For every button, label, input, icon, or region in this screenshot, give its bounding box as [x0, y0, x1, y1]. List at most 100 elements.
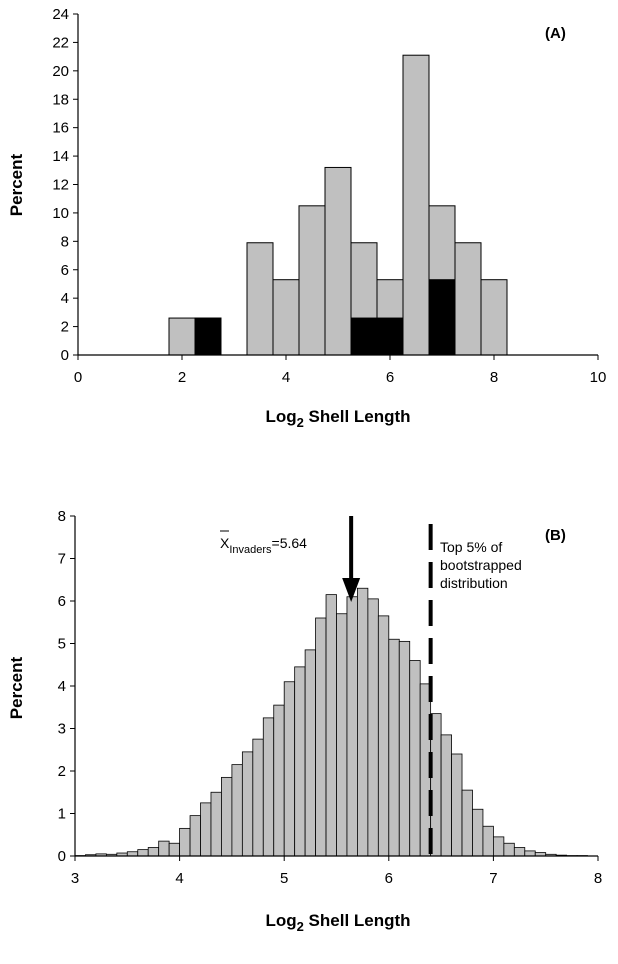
- panel-a-y-tick-label: 10: [52, 205, 69, 222]
- panel-b-bar: [210, 791, 222, 857]
- panel-b-x-ticks: 3 4 5 6 7 8: [71, 856, 602, 887]
- panel-b-bar: [179, 827, 191, 857]
- panel-b-bar: [325, 594, 337, 857]
- panel-b-bar: [472, 808, 484, 857]
- panel-b-x-tick-label: 6: [385, 870, 393, 887]
- panel-a-x-tick-label: 8: [490, 369, 498, 386]
- panel-a-y-tick-label: 8: [61, 233, 69, 250]
- panel-a-x-tick-label: 4: [282, 369, 290, 386]
- panel-b-bars: [74, 587, 588, 857]
- panel-a-bar-gray: [324, 166, 352, 356]
- mean-value: =5.64: [272, 535, 308, 551]
- panel-b-y-tick-label: 7: [58, 551, 66, 568]
- panel-b-y-label: Percent: [7, 656, 26, 719]
- panel-a-y-tick-label: 6: [61, 262, 69, 279]
- panel-b-bar: [377, 615, 390, 857]
- panel-b-x-label: Log2 Shell Length: [265, 911, 410, 934]
- panel-a-y-tick-label: 12: [52, 177, 69, 194]
- panel-b-bar: [492, 836, 505, 857]
- panel-a-x-label-sub: 2: [297, 415, 304, 430]
- panel-a-y-label: Percent: [7, 153, 26, 216]
- panel-a-bar-gray: [246, 242, 274, 356]
- panel-b-bar: [158, 840, 170, 857]
- panel-a-x-ticks: 0 2 4 6 8 10: [74, 355, 607, 386]
- mean-symbol: X: [220, 535, 230, 551]
- mean-arrow-head: [342, 578, 361, 602]
- panel-a-bar-gray: [454, 242, 482, 356]
- panel-b-y-ticks: 0 1 2 3 4 5 6 7 8: [58, 508, 75, 865]
- mean-arrow: [342, 516, 361, 602]
- panel-a-y-tick-label: 14: [52, 148, 69, 165]
- panel-b-bar: [262, 717, 275, 857]
- panel-a-y-tick-label: 0: [61, 347, 69, 364]
- panel-b-x-label-sub: 2: [297, 919, 304, 934]
- panel-b-bar: [147, 847, 160, 857]
- panel-a-x-label-log: Log: [265, 407, 296, 426]
- panel-b-y-tick-label: 6: [58, 593, 66, 610]
- panel-b-bar: [409, 660, 421, 857]
- panel-b-bar: [315, 617, 327, 857]
- panel-b-bar: [461, 789, 473, 857]
- panel-b-bar: [168, 842, 180, 857]
- panel-b-label: (B): [545, 527, 566, 544]
- panel-a-bar-black: [376, 317, 404, 356]
- panel-a-bar-gray: [272, 279, 300, 356]
- panel-b-bar: [503, 842, 515, 857]
- panel-b-x-tick-label: 4: [175, 870, 183, 887]
- panel-b-bar: [200, 802, 212, 857]
- panel-a-y-tick-label: 16: [52, 120, 69, 137]
- panel-b-bar: [126, 851, 139, 857]
- panel-b-bar: [231, 764, 243, 857]
- panel-a-y-tick-label: 4: [61, 290, 69, 307]
- panel-b-x-tick-label: 5: [280, 870, 288, 887]
- panel-b-bar: [513, 847, 526, 857]
- panel-a-x-tick-label: 6: [386, 369, 394, 386]
- panel-a-bar-gray: [298, 205, 326, 356]
- panel-b-bar: [398, 640, 411, 857]
- panel-b-bar: [388, 638, 400, 857]
- threshold-label-line-1: Top 5% of: [440, 539, 502, 555]
- panel-a-label: (A): [545, 25, 566, 42]
- threshold-label-line-3: distribution: [440, 575, 508, 591]
- panel-b-x-label-rest: Shell Length: [304, 911, 411, 930]
- panel-b-x-tick-label: 7: [489, 870, 497, 887]
- panel-a-x-label: Log2 Shell Length: [265, 407, 410, 430]
- panel-b-bar: [367, 598, 379, 857]
- panel-b-y-tick-label: 1: [58, 806, 66, 823]
- panel-b-bar: [304, 649, 316, 857]
- panel-a-x-tick-label: 0: [74, 369, 82, 386]
- threshold-label-line-2: bootstrapped: [440, 557, 522, 573]
- panel-b-bar: [137, 849, 149, 857]
- threshold-label: Top 5% of bootstrapped distribution: [440, 539, 526, 591]
- panel-a-bar-black: [428, 279, 456, 356]
- panel-b-bar: [524, 850, 536, 857]
- panel-b-bar: [252, 738, 264, 857]
- panel-b-bar: [241, 751, 254, 857]
- panel-b-bar: [451, 753, 463, 857]
- panel-b-bar: [440, 734, 452, 857]
- panel-b-bar: [294, 666, 306, 857]
- panel-a-y-tick-label: 20: [52, 63, 69, 80]
- panel-b-x-label-log: Log: [265, 911, 296, 930]
- panel-a-x-tick-label: 10: [590, 369, 607, 386]
- panel-b-bar: [283, 681, 296, 857]
- panel-b-y-tick-label: 3: [58, 721, 66, 738]
- panel-b-bar: [482, 825, 494, 857]
- panel-a-bar-gray: [480, 279, 508, 356]
- mean-annotation: XInvaders=5.64: [220, 535, 307, 556]
- panel-a-bars: [168, 54, 508, 356]
- panel-a-bar-gray: [168, 317, 196, 356]
- panel-b-bar: [336, 613, 348, 857]
- panel-b-bar: [357, 587, 369, 857]
- panel-a-bar-gray: [402, 54, 430, 356]
- panel-b-x-tick-label: 3: [71, 870, 79, 887]
- panel-b-y-tick-label: 0: [58, 848, 66, 865]
- panel-a-y-tick-label: 18: [52, 91, 69, 108]
- panel-a-y-tick-label: 22: [52, 34, 69, 51]
- panel-b-bar: [346, 596, 358, 857]
- panel-b-bar: [273, 704, 285, 857]
